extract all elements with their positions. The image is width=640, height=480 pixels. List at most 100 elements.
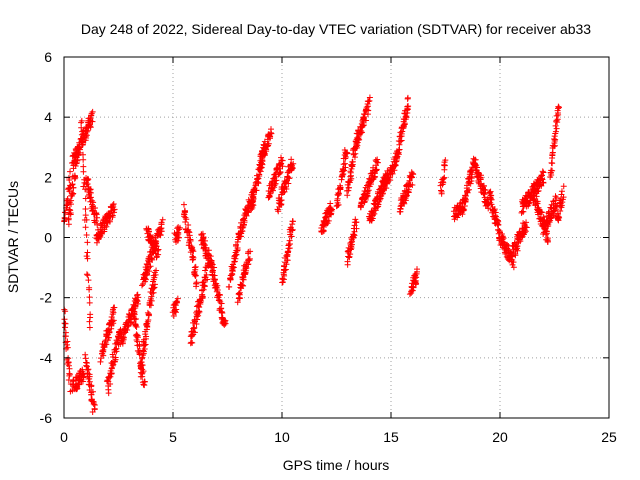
x-tick-label: 25 xyxy=(601,429,617,445)
data-point xyxy=(109,202,116,209)
data-point xyxy=(372,207,379,214)
data-point xyxy=(211,276,218,283)
x-tick-label: 15 xyxy=(383,429,399,445)
data-point xyxy=(491,206,498,213)
data-point xyxy=(278,197,285,204)
data-point xyxy=(365,107,372,114)
data-point xyxy=(409,181,416,188)
data-point xyxy=(510,264,517,271)
data-point xyxy=(94,214,101,221)
data-point xyxy=(554,119,561,126)
data-point xyxy=(83,271,90,278)
data-point xyxy=(144,318,151,325)
data-point xyxy=(78,124,85,131)
data-point xyxy=(83,362,90,369)
data-point xyxy=(69,191,76,198)
data-point xyxy=(366,97,373,104)
data-point xyxy=(182,214,189,221)
data-point xyxy=(554,110,561,117)
data-point xyxy=(93,217,100,224)
data-point xyxy=(246,255,253,262)
data-point xyxy=(82,133,89,140)
data-point xyxy=(142,341,149,348)
data-point xyxy=(86,375,93,382)
data-point xyxy=(150,285,157,292)
data-point xyxy=(401,121,408,128)
data-point xyxy=(77,146,84,153)
data-point xyxy=(255,179,262,186)
data-point xyxy=(144,324,151,331)
data-point xyxy=(281,272,288,279)
data-point xyxy=(288,233,295,240)
data-point xyxy=(510,259,517,266)
data-point xyxy=(268,126,275,133)
data-point xyxy=(343,149,350,156)
data-point xyxy=(78,131,85,138)
data-point xyxy=(257,164,264,171)
data-point xyxy=(193,279,200,286)
data-point xyxy=(189,256,196,263)
data-point xyxy=(235,295,242,302)
data-point xyxy=(143,333,150,340)
data-point xyxy=(325,217,332,224)
data-point xyxy=(133,337,140,344)
data-point xyxy=(242,269,249,276)
data-point xyxy=(459,211,466,218)
data-point xyxy=(342,164,349,171)
data-point xyxy=(97,358,104,365)
data-point xyxy=(391,161,398,168)
data-point xyxy=(82,212,89,219)
data-point xyxy=(174,295,181,302)
data-point xyxy=(188,339,195,346)
data-point xyxy=(69,181,76,188)
data-point xyxy=(403,193,410,200)
data-point xyxy=(111,304,118,311)
data-point xyxy=(363,104,370,111)
data-point xyxy=(499,236,506,243)
data-point xyxy=(549,167,556,174)
data-point xyxy=(226,283,233,290)
data-point xyxy=(84,176,91,183)
data-point xyxy=(238,281,245,288)
data-point xyxy=(83,360,90,367)
data-point xyxy=(71,172,78,179)
data-point xyxy=(192,266,199,273)
data-point xyxy=(523,224,530,231)
data-point xyxy=(145,312,152,319)
data-point xyxy=(100,352,107,359)
data-point xyxy=(109,212,116,219)
data-point xyxy=(328,208,335,215)
data-point xyxy=(147,295,154,302)
data-point xyxy=(347,251,354,258)
data-point xyxy=(352,216,359,223)
data-points xyxy=(61,94,567,415)
data-point xyxy=(277,168,284,175)
data-point xyxy=(88,383,95,390)
data-point xyxy=(207,253,214,260)
data-point xyxy=(337,185,344,192)
data-point xyxy=(320,228,327,235)
data-point xyxy=(61,214,68,221)
data-point xyxy=(198,298,205,305)
data-point xyxy=(84,239,91,246)
data-point xyxy=(66,176,73,183)
chart-title: Day 248 of 2022, Sidereal Day-to-day VTE… xyxy=(81,21,591,37)
data-point xyxy=(151,274,158,281)
data-point xyxy=(76,381,83,388)
data-point xyxy=(181,207,188,214)
data-point xyxy=(229,268,236,275)
data-point xyxy=(185,228,192,235)
data-point xyxy=(559,199,566,206)
data-point xyxy=(553,125,560,132)
data-point xyxy=(551,133,558,140)
data-point xyxy=(154,247,161,254)
data-point xyxy=(487,192,494,199)
data-point xyxy=(211,264,218,271)
data-point xyxy=(236,289,243,296)
data-point xyxy=(253,187,260,194)
data-point xyxy=(265,140,272,147)
data-point xyxy=(64,344,71,351)
data-point xyxy=(110,320,117,327)
data-point xyxy=(112,354,119,361)
data-point xyxy=(90,199,97,206)
